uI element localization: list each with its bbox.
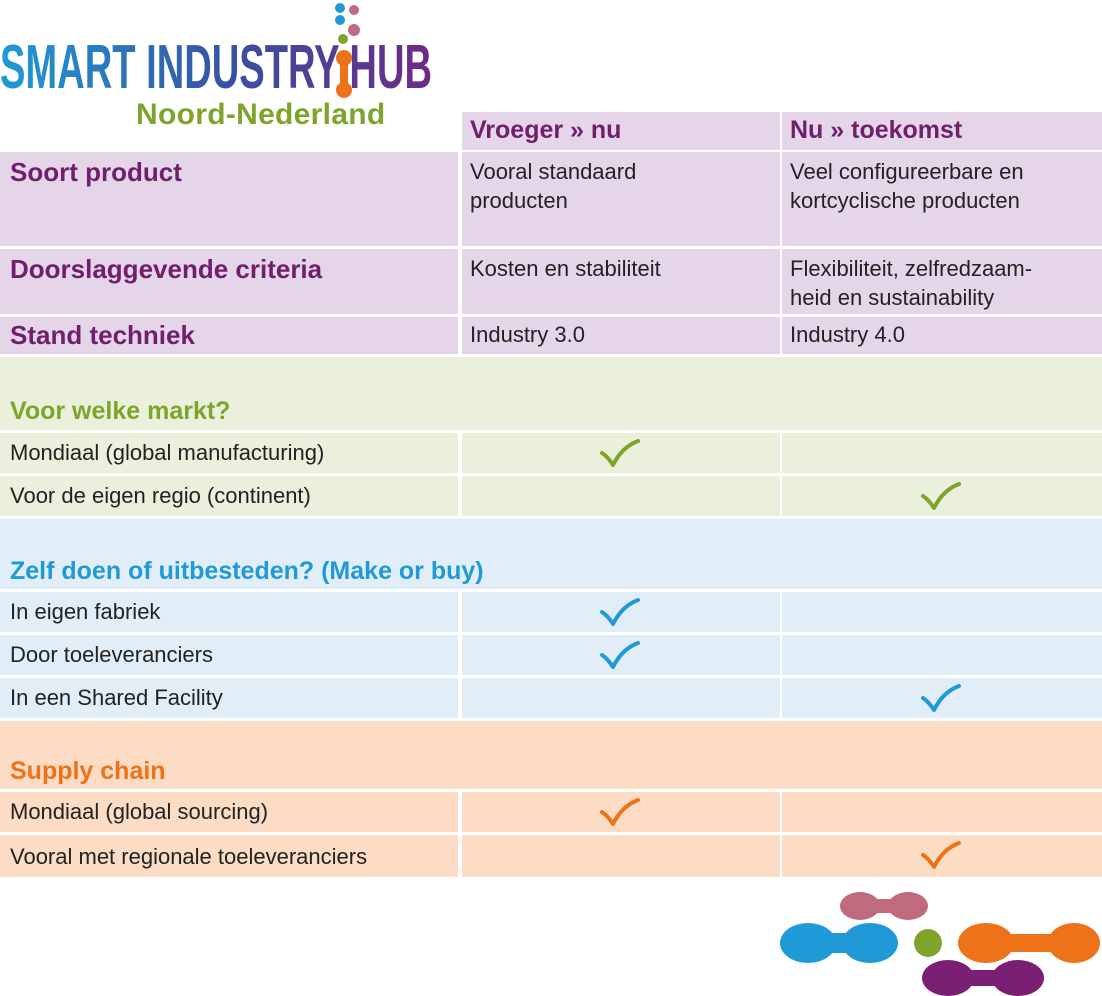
- profile-row-future: Industry 4.0: [782, 317, 1102, 354]
- logo-subtitle: Noord-Nederland: [136, 98, 386, 131]
- logo-molecule-icon: [335, 3, 360, 98]
- section-header-supply-chain: Supply chain: [0, 721, 1102, 789]
- table-row-future: [782, 635, 1102, 675]
- table-row-text: In eigen fabriek: [10, 599, 161, 624]
- table-row-future: [782, 792, 1102, 832]
- table-row-past: [462, 835, 780, 877]
- profile-row-past: Kosten en stabiliteit: [462, 249, 780, 314]
- profile-row-past: Vooral standaard producten: [462, 152, 780, 246]
- profile-row-future: Veel configureerbare en kortcyclische pr…: [782, 152, 1102, 246]
- table-row-past: [462, 476, 780, 516]
- table-row-text: Vooral met regionale toeleveranciers: [10, 844, 368, 869]
- table-row-future: [782, 433, 1102, 473]
- table-row-text: Door toeleveranciers: [10, 642, 213, 667]
- profile-row-future-text: Flexibiliteit, zelfredzaam- heid en sust…: [790, 256, 1033, 310]
- table-row-text: Mondiaal (global manufacturing): [10, 440, 325, 465]
- checkmark-icon: [600, 798, 640, 826]
- table-row-future: [782, 592, 1102, 632]
- checkmark-icon: [600, 598, 640, 626]
- table-row-past: [462, 678, 780, 718]
- table-row-label: Mondiaal (global sourcing): [0, 792, 458, 832]
- checkmark-icon: [600, 641, 640, 669]
- column-header-past-label: Vroeger » nu: [470, 116, 622, 144]
- logo-title: SMART INDUSTRY HUB: [0, 33, 432, 100]
- profile-row-label-text: Stand techniek: [10, 320, 195, 350]
- table-row-label: Door toeleveranciers: [0, 635, 458, 675]
- profile-row-past: Industry 3.0: [462, 317, 780, 354]
- table-row-text: Mondiaal (global sourcing): [10, 799, 269, 824]
- table-row-label: Mondiaal (global manufacturing): [0, 433, 458, 473]
- checkmark-icon: [921, 482, 961, 510]
- section-title-market: Voor welke markt?: [10, 397, 231, 425]
- table-row-label: Vooral met regionale toeleveranciers: [0, 835, 458, 877]
- section-header-make-or-buy: Zelf doen of uitbesteden? (Make or buy): [0, 519, 1102, 589]
- profile-row-past-text: Industry 3.0: [470, 322, 585, 347]
- section-header-market: Voor welke markt?: [0, 357, 1102, 430]
- column-header-future: Nu » toekomst: [782, 112, 1102, 150]
- checkmark-icon: [921, 841, 961, 869]
- table-row-label: In eigen fabriek: [0, 592, 458, 632]
- molecule-decoration-icon: [780, 892, 1100, 996]
- profile-row-label-text: Doorslaggevende criteria: [10, 254, 323, 284]
- profile-row-past-text: Vooral standaard producten: [470, 159, 637, 213]
- checkmark-icon: [921, 684, 961, 712]
- table-row-label: In een Shared Facility: [0, 678, 458, 718]
- profile-row-past-text: Kosten en stabiliteit: [470, 256, 661, 281]
- table-row-text: Voor de eigen regio (continent): [10, 483, 311, 508]
- column-header-past: Vroeger » nu: [462, 112, 780, 150]
- section-title-make-or-buy: Zelf doen of uitbesteden? (Make or buy): [10, 557, 484, 585]
- profile-row-label-text: Soort product: [10, 157, 182, 187]
- table-row-text: In een Shared Facility: [10, 685, 223, 710]
- section-title-supply-chain: Supply chain: [10, 757, 166, 785]
- profile-row-label: Soort product: [0, 152, 458, 246]
- checkmark-icon: [600, 439, 640, 467]
- profile-row-label: Doorslaggevende criteria: [0, 249, 458, 314]
- profile-row-future-text: Veel configureerbare en kortcyclische pr…: [790, 159, 1024, 213]
- column-header-future-label: Nu » toekomst: [790, 116, 963, 144]
- table-row-label: Voor de eigen regio (continent): [0, 476, 458, 516]
- profile-row-future-text: Industry 4.0: [790, 322, 905, 347]
- logo-wordmark: SMART INDUSTRY HUB: [0, 33, 432, 100]
- profile-row-label: Stand techniek: [0, 317, 458, 354]
- profile-row-future: Flexibiliteit, zelfredzaam- heid en sust…: [782, 249, 1102, 314]
